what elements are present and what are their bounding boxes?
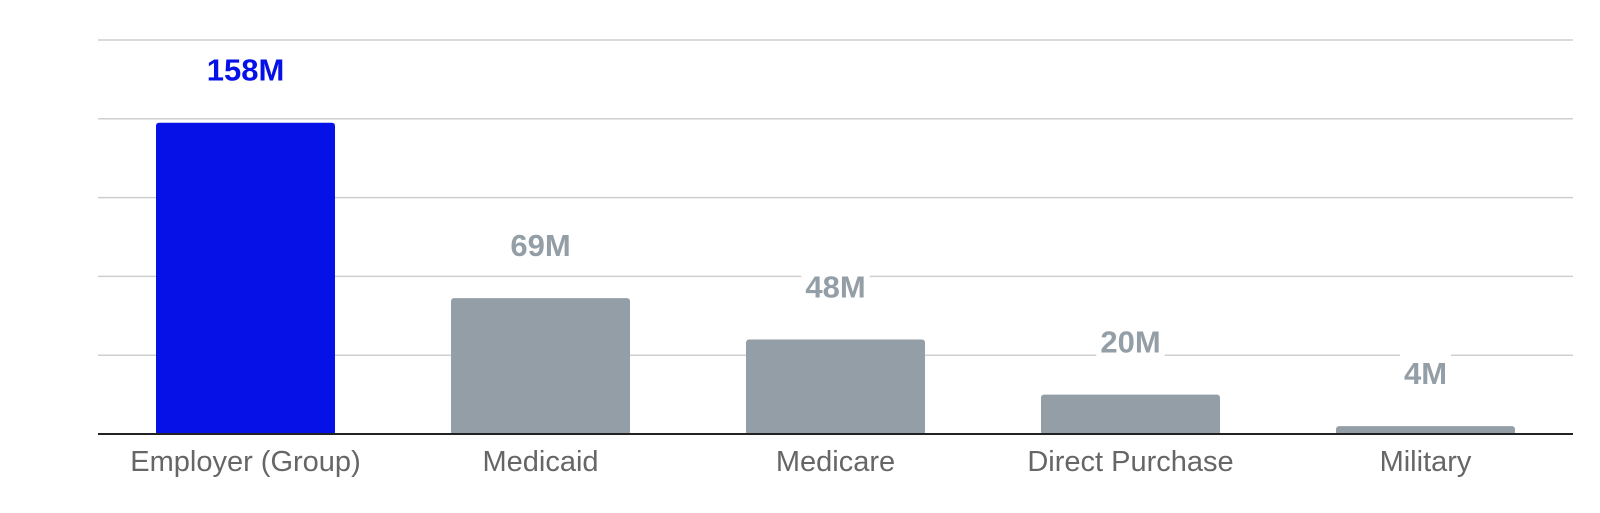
bar-medicaid bbox=[451, 298, 630, 435]
value-label: 158M bbox=[207, 53, 285, 88]
value-label-background bbox=[1399, 354, 1452, 394]
value-label: 4M bbox=[1404, 356, 1447, 391]
category-label: Medicaid bbox=[482, 446, 598, 478]
value-label-background bbox=[1096, 322, 1165, 362]
category-labels: Employer (Group) Medicaid Medicare Direct P… bbox=[130, 446, 1472, 478]
value-label: 48M bbox=[805, 269, 865, 304]
category-label: Medicare bbox=[776, 446, 895, 478]
value-label-background bbox=[801, 267, 870, 307]
gridlines bbox=[98, 39, 1573, 356]
category-label: Employer (Group) bbox=[130, 446, 360, 478]
value-label-background bbox=[506, 226, 575, 266]
bar-military bbox=[1336, 426, 1515, 435]
value-label-background bbox=[202, 50, 289, 90]
value-label: 20M bbox=[1100, 325, 1160, 360]
value-labels: 158M 69M 48M 20M 4M bbox=[202, 50, 1452, 394]
bars bbox=[156, 122, 1515, 436]
bar-direct-purchase bbox=[1041, 394, 1220, 435]
category-label: Direct Purchase bbox=[1027, 446, 1233, 478]
bar-employer-group bbox=[156, 122, 335, 436]
bar-medicare bbox=[746, 339, 925, 435]
category-label: Military bbox=[1380, 446, 1472, 478]
value-label: 69M bbox=[510, 228, 570, 263]
